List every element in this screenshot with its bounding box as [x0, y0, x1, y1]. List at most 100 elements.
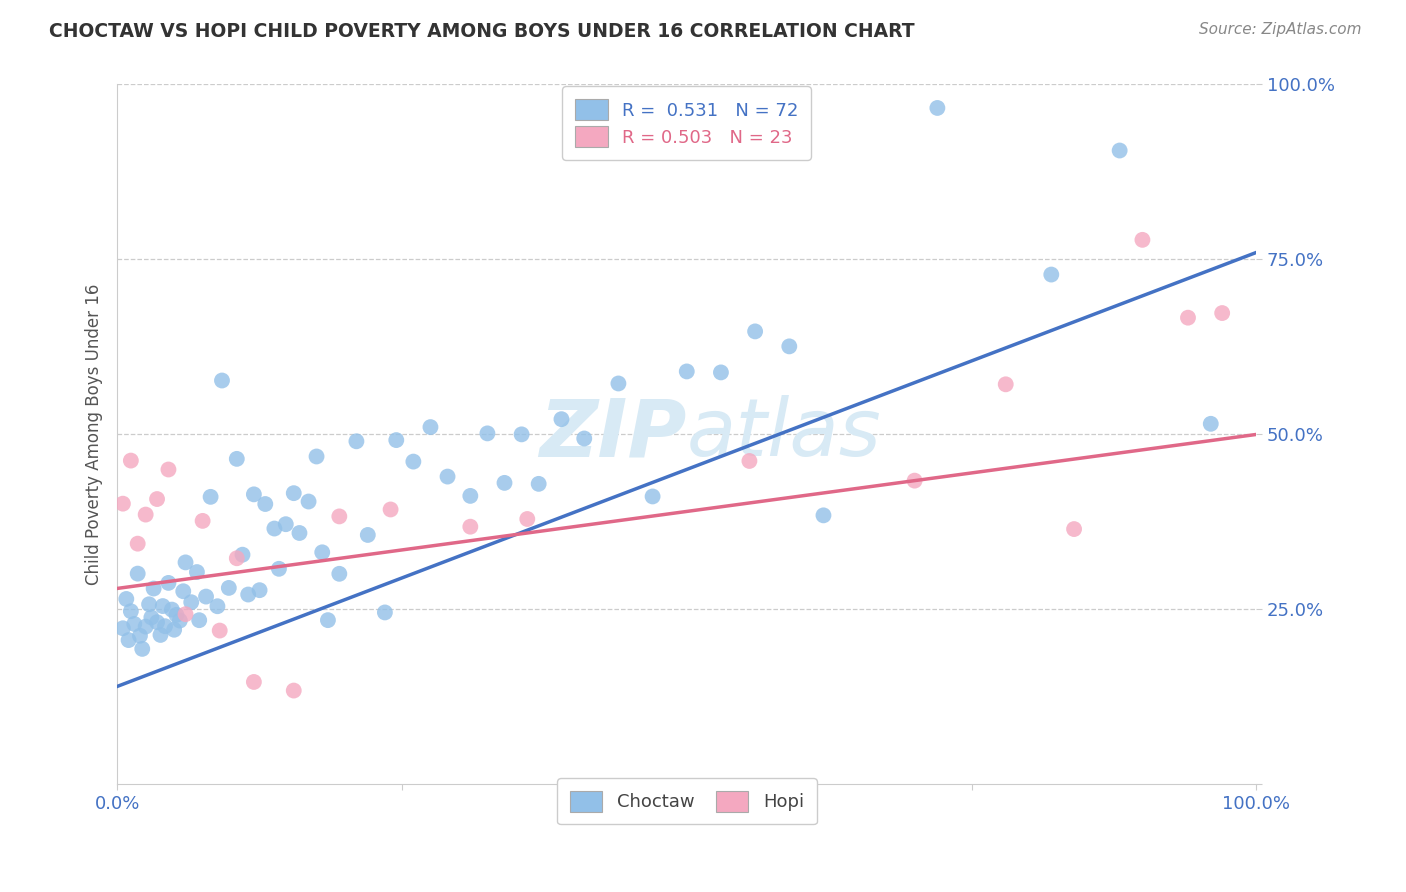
Point	[1132, 233, 1154, 247]
Point	[211, 374, 233, 388]
Point	[172, 584, 194, 599]
Point	[207, 599, 229, 614]
Point	[477, 426, 499, 441]
Point	[1108, 144, 1130, 158]
Point	[191, 514, 214, 528]
Point	[903, 474, 925, 488]
Point	[1040, 268, 1063, 282]
Point	[1199, 417, 1222, 431]
Point	[243, 487, 266, 501]
Point	[675, 364, 697, 378]
Point	[357, 528, 380, 542]
Point	[927, 101, 949, 115]
Point	[195, 590, 218, 604]
Point	[142, 582, 165, 596]
Point	[231, 548, 253, 562]
Point	[208, 624, 231, 638]
Point	[550, 412, 572, 426]
Point	[149, 628, 172, 642]
Point	[188, 613, 211, 627]
Point	[174, 607, 197, 622]
Point	[218, 581, 240, 595]
Point	[124, 616, 146, 631]
Point	[510, 427, 533, 442]
Point	[120, 453, 142, 467]
Point	[249, 583, 271, 598]
Point	[135, 619, 157, 633]
Point	[274, 517, 297, 532]
Point	[460, 519, 482, 533]
Point	[436, 469, 458, 483]
Text: Source: ZipAtlas.com: Source: ZipAtlas.com	[1198, 22, 1361, 37]
Point	[283, 486, 305, 500]
Point	[153, 619, 176, 633]
Point	[131, 641, 153, 656]
Point	[169, 614, 191, 628]
Point	[152, 599, 174, 613]
Point	[129, 629, 152, 643]
Point	[641, 490, 664, 504]
Point	[994, 377, 1017, 392]
Point	[778, 339, 800, 353]
Point	[263, 522, 285, 536]
Point	[180, 595, 202, 609]
Point	[374, 606, 396, 620]
Point	[744, 325, 766, 339]
Point	[607, 376, 630, 391]
Point	[297, 494, 319, 508]
Point	[174, 555, 197, 569]
Point	[328, 509, 350, 524]
Point	[157, 462, 180, 476]
Text: atlas: atlas	[686, 395, 882, 474]
Point	[163, 623, 186, 637]
Point	[710, 366, 733, 380]
Point	[225, 451, 247, 466]
Point	[120, 604, 142, 618]
Point	[135, 508, 157, 522]
Point	[574, 432, 596, 446]
Point	[344, 434, 367, 449]
Point	[385, 433, 408, 447]
Point	[305, 450, 328, 464]
Point	[328, 566, 350, 581]
Point	[127, 566, 149, 581]
Point	[165, 607, 187, 622]
Point	[127, 536, 149, 550]
Point	[157, 575, 180, 590]
Point	[186, 565, 208, 579]
Point	[115, 591, 138, 606]
Point	[288, 526, 311, 541]
Point	[380, 502, 402, 516]
Point	[419, 420, 441, 434]
Point	[494, 475, 516, 490]
Point	[225, 551, 247, 566]
Y-axis label: Child Poverty Among Boys Under 16: Child Poverty Among Boys Under 16	[86, 284, 103, 585]
Point	[200, 490, 222, 504]
Point	[138, 597, 160, 611]
Point	[160, 602, 183, 616]
Point	[141, 610, 163, 624]
Point	[243, 675, 266, 690]
Point	[527, 476, 550, 491]
Point	[117, 633, 139, 648]
Point	[813, 508, 835, 523]
Point	[238, 588, 260, 602]
Text: CHOCTAW VS HOPI CHILD POVERTY AMONG BOYS UNDER 16 CORRELATION CHART: CHOCTAW VS HOPI CHILD POVERTY AMONG BOYS…	[49, 22, 915, 41]
Point	[146, 615, 169, 630]
Point	[111, 621, 134, 635]
Point	[738, 454, 761, 468]
Point	[267, 562, 290, 576]
Point	[516, 512, 538, 526]
Point	[316, 613, 339, 627]
Legend: Choctaw, Hopi: Choctaw, Hopi	[557, 778, 817, 824]
Point	[311, 545, 333, 559]
Point	[1211, 306, 1233, 320]
Point	[1177, 310, 1199, 325]
Point	[254, 497, 277, 511]
Point	[111, 497, 134, 511]
Point	[460, 489, 482, 503]
Text: ZIP: ZIP	[540, 395, 686, 474]
Point	[283, 683, 305, 698]
Point	[146, 491, 169, 506]
Point	[402, 454, 425, 468]
